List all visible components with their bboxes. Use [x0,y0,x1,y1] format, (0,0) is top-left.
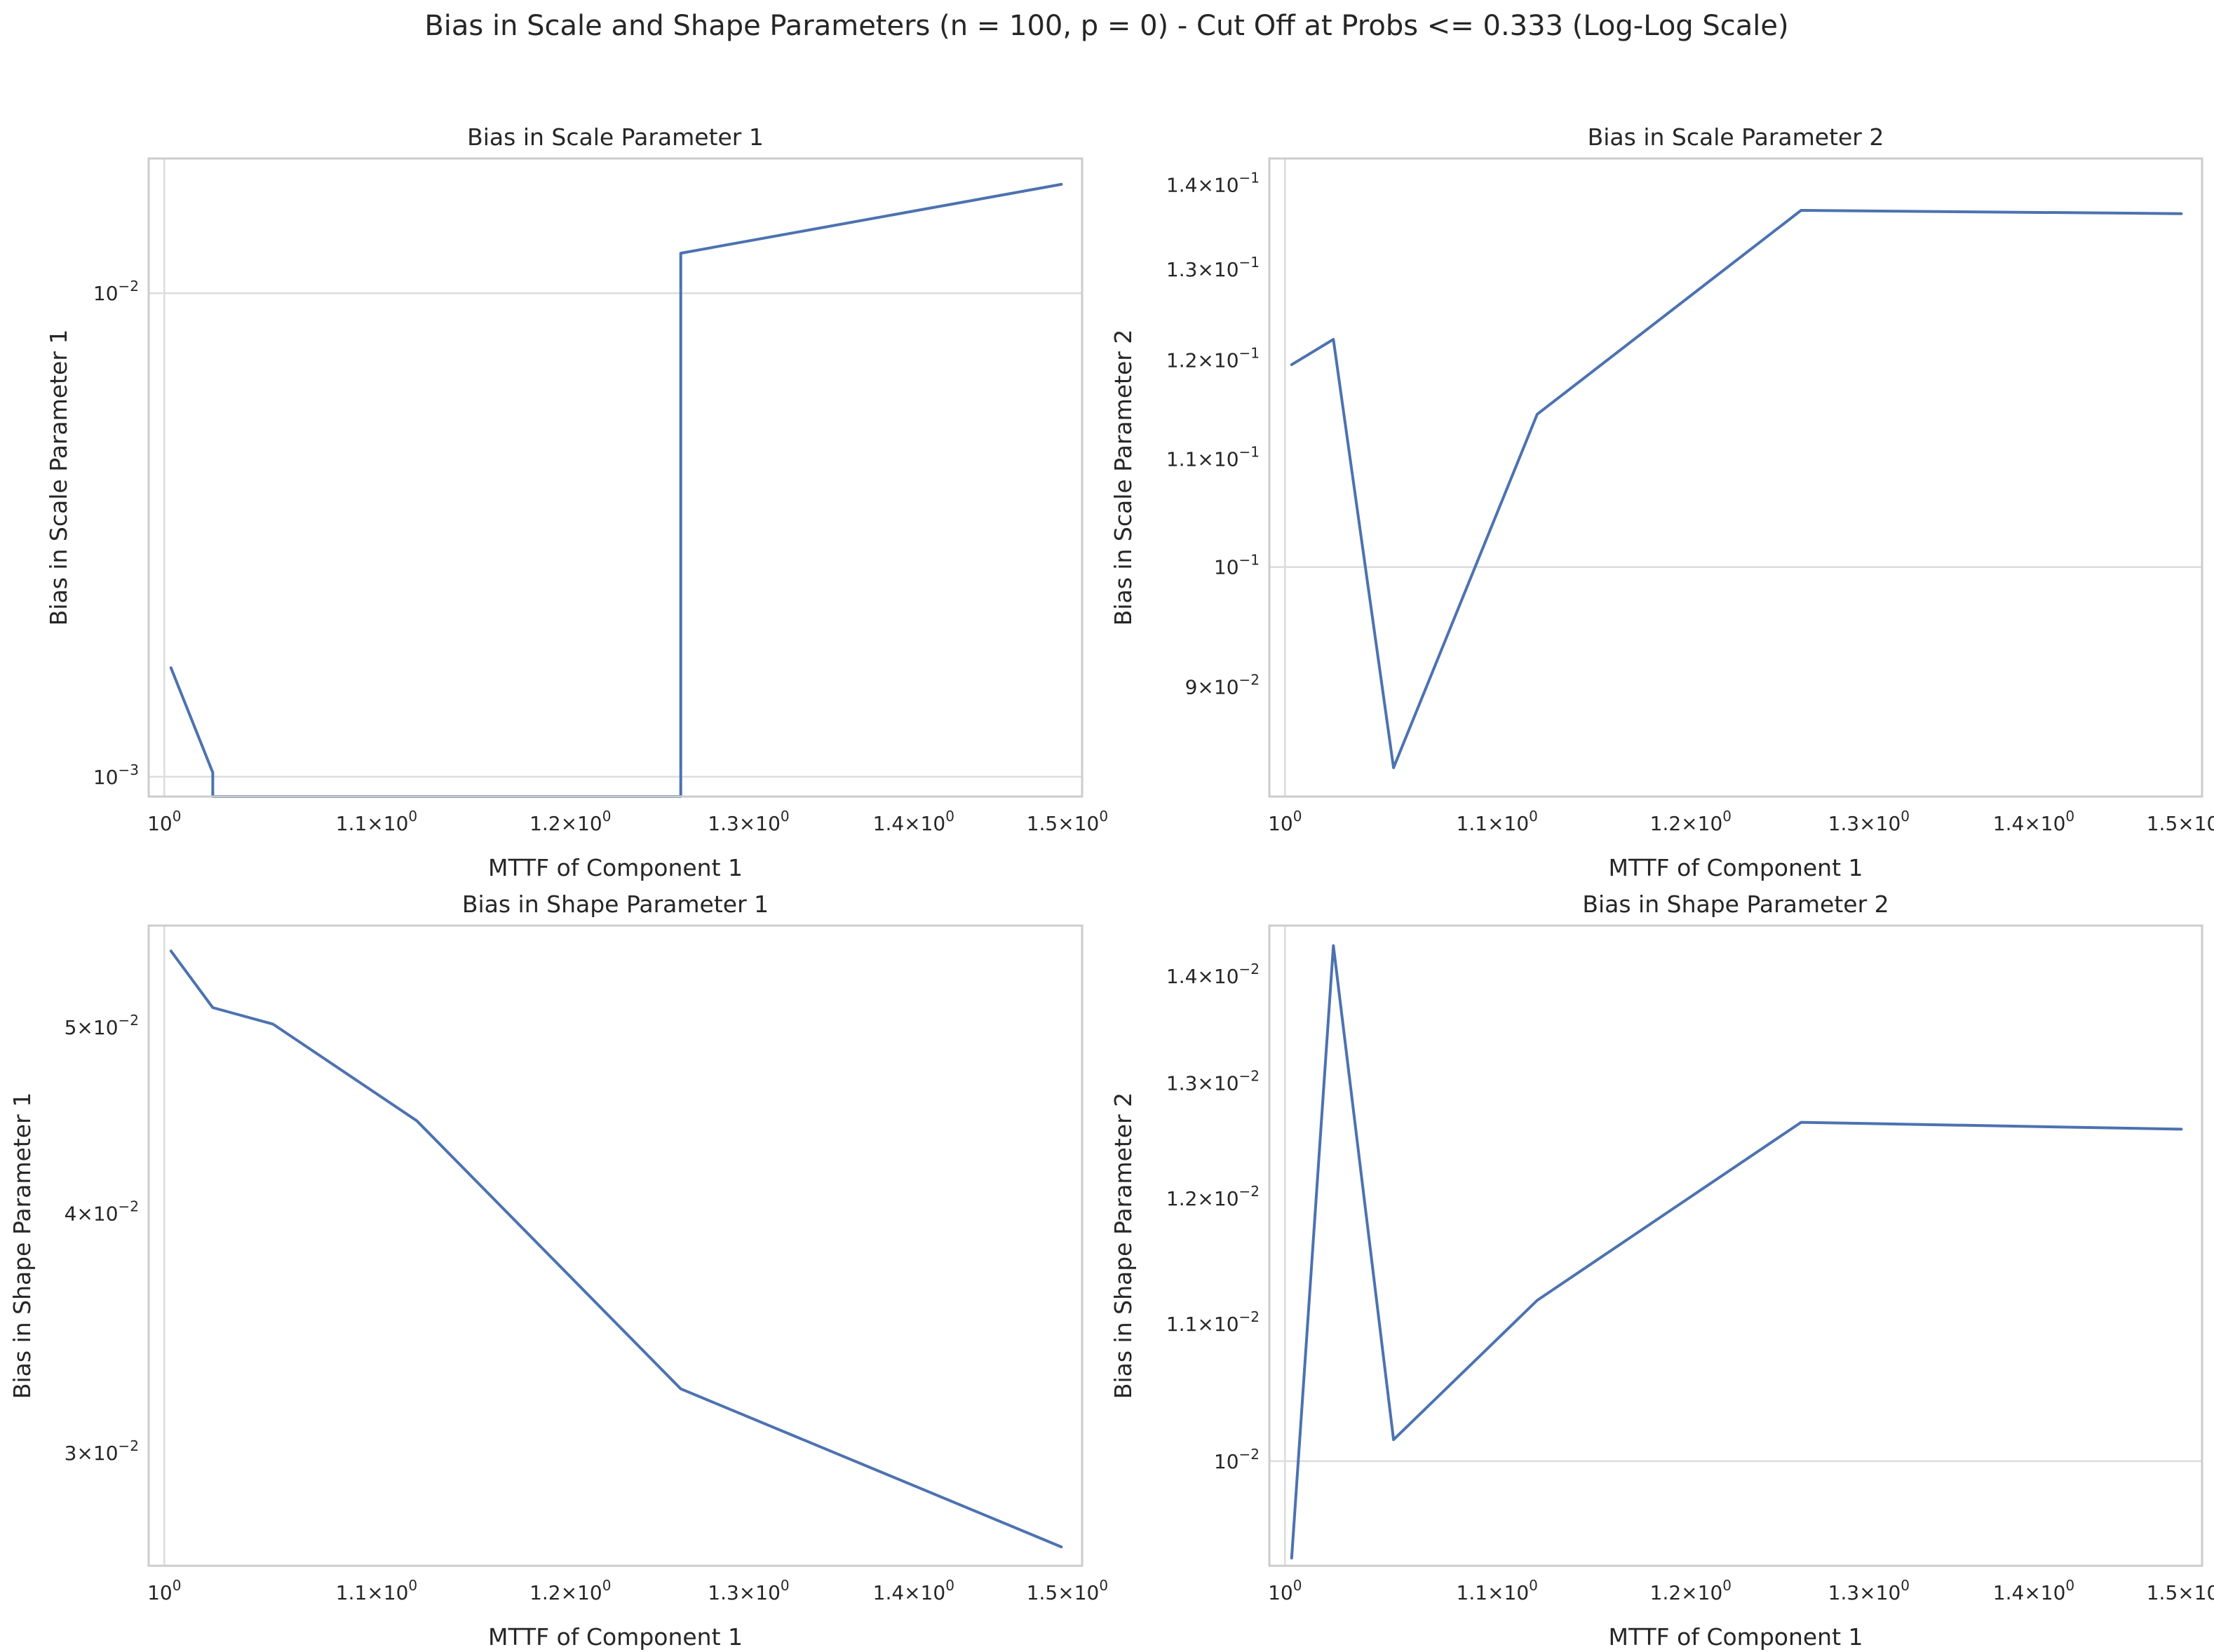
figure-title: Bias in Scale and Shape Parameters (n = … [424,10,1788,42]
x-tick-label: 1.3×100 [1828,808,1910,835]
x-tick-label: 1.1×100 [336,808,417,835]
x-tick-label: 1.3×100 [1828,1577,1910,1604]
y-tick-label: 1.4×10−2 [1166,961,1260,988]
subplot-3: 100 1.1×100 1.2×100 1.3×100 1.4×100 1.5×100 3×… [8,891,1108,1651]
x-tick-label: 1.1×100 [336,1577,417,1604]
y-tick-label: 10−2 [93,278,139,305]
plot-frame [147,157,1084,798]
y-tick-label: 5×10−2 [65,1012,139,1039]
y-tick-label: 9×10−2 [1185,671,1260,698]
x-axis-label: MTTF of Component 1 [488,854,743,881]
x-tick-label: 1.2×100 [1650,808,1732,835]
x-axis-label: MTTF of Component 1 [488,1623,743,1651]
x-tick-label: 1.2×100 [529,808,611,835]
x-tick-label: 1.4×100 [873,808,954,835]
subplot-title: Bias in Shape Parameter 1 [462,891,769,918]
series-line [169,182,1063,798]
plot-frame [147,924,1084,1567]
series-line [1290,944,2183,1559]
plot-frame [1268,157,2203,798]
y-tick-label: 1.3×10−1 [1166,254,1260,281]
x-tick-label: 100 [1268,808,1302,835]
x-tick-label: 1.4×100 [1993,808,2074,835]
series-line [1290,209,2183,769]
x-tick-label: 1.5×100 [1027,808,1108,835]
y-axis-label: Bias in Scale Parameter 1 [45,330,72,626]
y-axis-label: Bias in Shape Parameter 1 [8,1092,36,1399]
y-axis-label: Bias in Shape Parameter 2 [1109,1092,1137,1399]
x-tick-label: 100 [1268,1577,1302,1604]
subplot-2: 100 1.1×100 1.2×100 1.3×100 1.4×100 1.5×100 9×… [1109,123,2214,881]
y-tick-label: 10−2 [1214,1446,1260,1473]
series-line [169,949,1063,1549]
x-tick-label: 1.2×100 [529,1577,611,1604]
y-tick-label: 10−3 [93,761,139,789]
y-tick-label: 1.2×10−2 [1166,1183,1260,1210]
x-tick-label: 1.4×100 [1993,1577,2074,1604]
y-tick-label: 4×10−2 [65,1198,139,1225]
x-axis-label: MTTF of Component 1 [1608,854,1863,881]
x-tick-label: 1.3×100 [708,808,789,835]
x-tick-label: 1.1×100 [1457,808,1538,835]
y-tick-label: 1.1×10−1 [1166,443,1260,470]
subplot-title: Bias in Scale Parameter 1 [467,123,764,151]
subplot-4: 100 1.1×100 1.2×100 1.3×100 1.4×100 1.5×100 10… [1109,891,2214,1651]
y-tick-label: 10−1 [1214,552,1260,579]
subplot-title: Bias in Shape Parameter 2 [1582,891,1889,918]
subplot-1: 100 1.1×100 1.2×100 1.3×100 1.4×100 1.5×100 10… [45,123,1108,881]
y-tick-label: 1.1×10−2 [1166,1308,1260,1336]
x-tick-label: 1.2×100 [1650,1577,1732,1604]
y-axis-label: Bias in Scale Parameter 2 [1109,330,1137,626]
x-tick-label: 1.4×100 [873,1577,954,1604]
x-tick-label: 1.1×100 [1457,1577,1538,1604]
x-tick-label: 1.5×100 [2147,1577,2214,1604]
x-tick-label: 100 [147,1577,181,1604]
subplot-title: Bias in Scale Parameter 2 [1588,123,1884,151]
x-tick-label: 1.3×100 [708,1577,789,1604]
y-tick-label: 1.2×10−1 [1166,344,1260,372]
x-tick-label: 1.5×100 [2147,808,2214,835]
y-tick-label: 3×10−2 [65,1437,139,1465]
x-tick-label: 1.5×100 [1027,1577,1108,1604]
y-tick-label: 1.4×10−1 [1166,170,1260,197]
x-tick-label: 100 [147,808,181,835]
plot-frame [1268,924,2203,1567]
y-tick-label: 1.3×10−2 [1166,1067,1260,1095]
x-axis-label: MTTF of Component 1 [1608,1623,1863,1651]
